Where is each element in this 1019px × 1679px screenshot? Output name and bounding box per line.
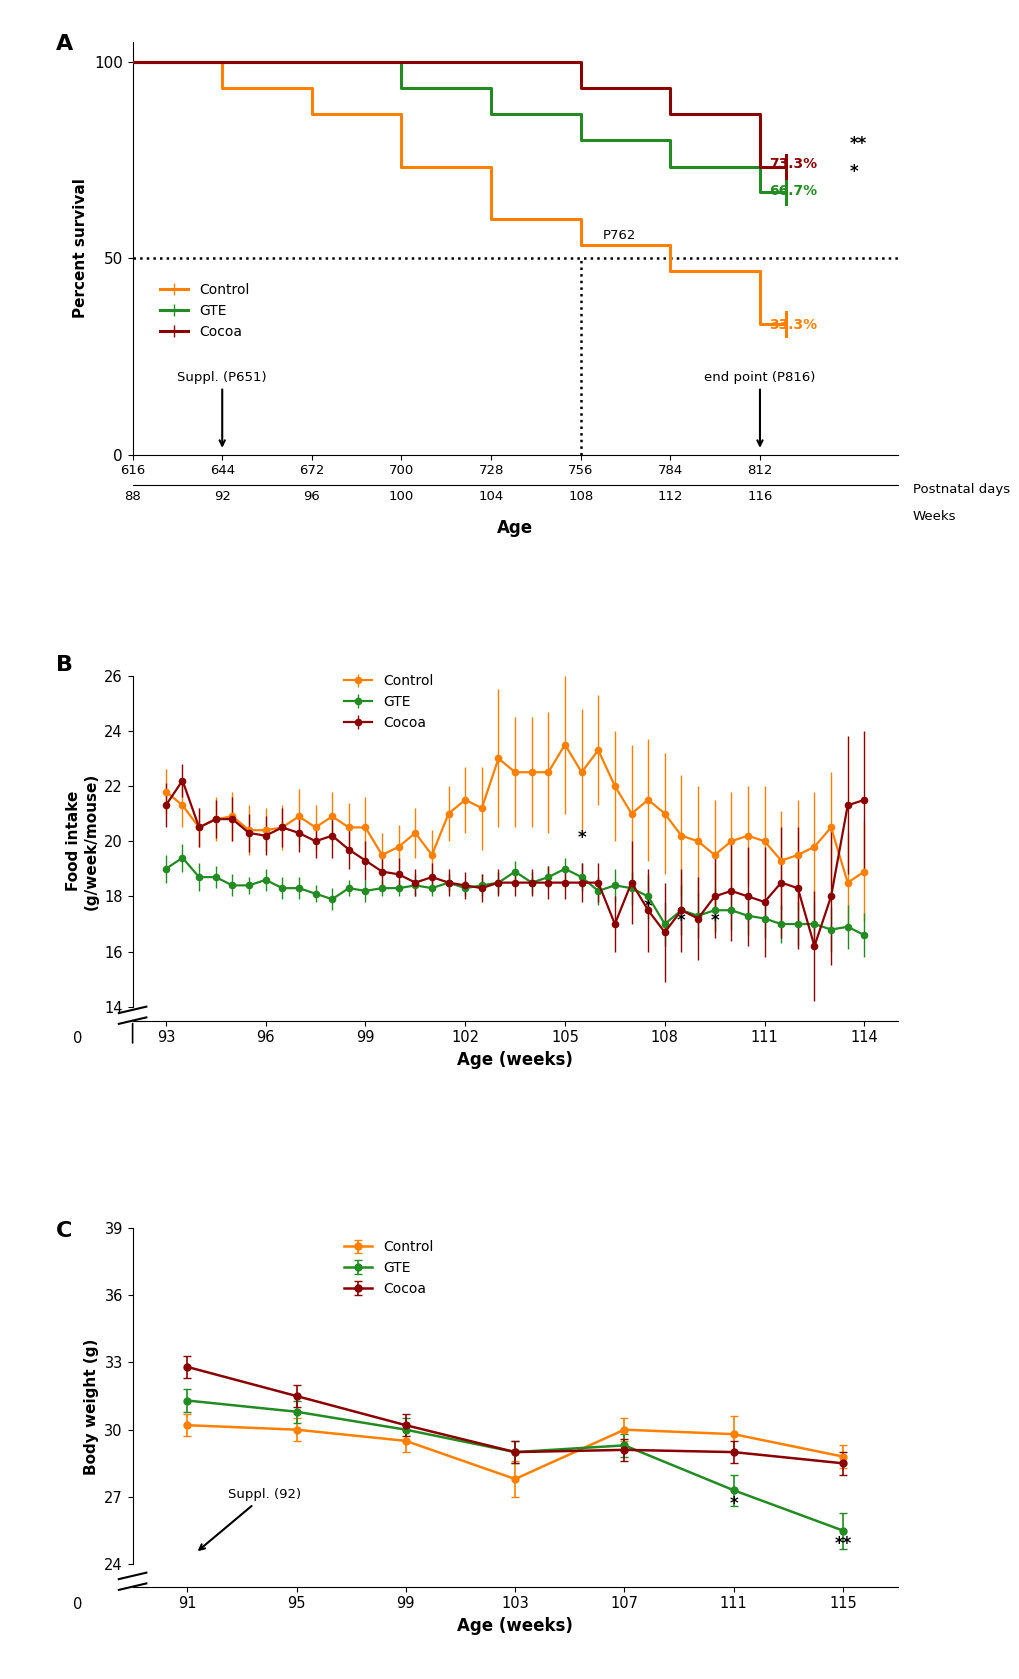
Text: 0: 0 xyxy=(73,1031,83,1046)
Text: A: A xyxy=(56,34,73,54)
Y-axis label: Percent survival: Percent survival xyxy=(73,178,89,319)
Text: *: * xyxy=(709,912,718,930)
Text: Suppl. (P651): Suppl. (P651) xyxy=(177,371,267,445)
X-axis label: Age (weeks): Age (weeks) xyxy=(457,1051,573,1070)
Text: *: * xyxy=(729,1494,738,1513)
Text: C: C xyxy=(56,1221,72,1241)
Legend: Control, GTE, Cocoa: Control, GTE, Cocoa xyxy=(338,1234,439,1301)
Text: Suppl. (92): Suppl. (92) xyxy=(199,1489,301,1550)
Text: **: ** xyxy=(849,134,866,153)
Legend: Control, GTE, Cocoa: Control, GTE, Cocoa xyxy=(338,668,439,735)
Text: *: * xyxy=(677,912,685,930)
Text: **: ** xyxy=(834,1535,851,1553)
Text: *: * xyxy=(643,898,652,915)
Y-axis label: Food intake
(g/week/mouse): Food intake (g/week/mouse) xyxy=(66,772,99,910)
Text: 66.7%: 66.7% xyxy=(768,185,817,198)
Text: end point (P816): end point (P816) xyxy=(703,371,815,445)
Text: Postnatal days: Postnatal days xyxy=(912,484,1009,497)
X-axis label: Age (weeks): Age (weeks) xyxy=(457,1617,573,1635)
Text: 73.3%: 73.3% xyxy=(768,156,817,171)
Text: B: B xyxy=(56,655,73,675)
Text: P762: P762 xyxy=(602,230,636,242)
X-axis label: Age: Age xyxy=(496,519,533,537)
Y-axis label: Body weight (g): Body weight (g) xyxy=(84,1340,99,1476)
Text: Weeks: Weeks xyxy=(912,510,956,524)
Text: 0: 0 xyxy=(73,1597,83,1612)
Legend: Control, GTE, Cocoa: Control, GTE, Cocoa xyxy=(155,277,255,344)
Text: *: * xyxy=(849,163,857,181)
Text: *: * xyxy=(577,829,585,846)
Text: 33.3%: 33.3% xyxy=(768,317,817,332)
